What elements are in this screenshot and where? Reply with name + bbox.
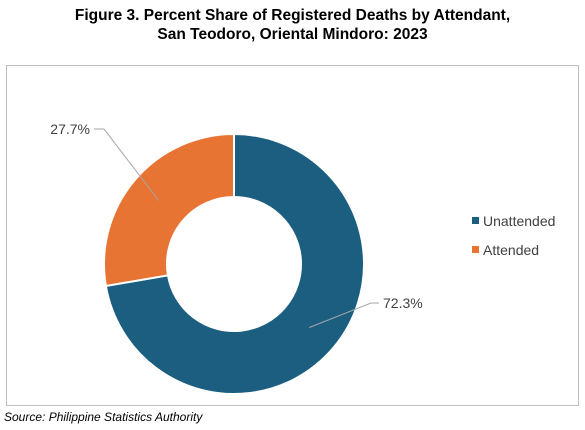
legend-swatch-attended bbox=[472, 246, 479, 253]
source-note: Source: Philippine Statistics Authority bbox=[4, 410, 203, 424]
data-label-attended: 27.7% bbox=[50, 121, 90, 137]
slice-attended bbox=[103, 132, 235, 288]
legend-swatch-unattended bbox=[472, 217, 479, 224]
legend-label-unattended: Unattended bbox=[483, 213, 555, 229]
title-line-2: San Teodoro, Oriental Mindoro: 2023 bbox=[157, 26, 428, 43]
donut-chart: 72.3% 27.7% Unattended Attended bbox=[50, 121, 555, 395]
chart-title: Figure 3. Percent Share of Registered De… bbox=[0, 6, 585, 44]
data-label-unattended: 72.3% bbox=[383, 295, 423, 311]
legend-label-attended: Attended bbox=[483, 242, 539, 258]
slice-unattended bbox=[104, 132, 365, 395]
title-line-1: Figure 3. Percent Share of Registered De… bbox=[74, 7, 511, 24]
leader-line-unattended bbox=[309, 302, 379, 328]
leader-line-attended bbox=[94, 128, 160, 201]
chart-frame bbox=[6, 65, 579, 406]
